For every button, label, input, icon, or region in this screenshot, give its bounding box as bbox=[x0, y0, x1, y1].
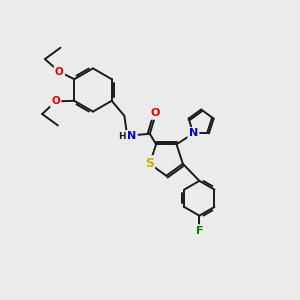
Text: F: F bbox=[196, 226, 203, 236]
Text: N: N bbox=[189, 128, 198, 138]
Text: N: N bbox=[127, 131, 136, 141]
Text: O: O bbox=[55, 67, 64, 77]
Text: O: O bbox=[51, 96, 60, 106]
Text: H: H bbox=[118, 132, 126, 141]
Text: S: S bbox=[145, 157, 154, 170]
Text: O: O bbox=[151, 108, 160, 118]
